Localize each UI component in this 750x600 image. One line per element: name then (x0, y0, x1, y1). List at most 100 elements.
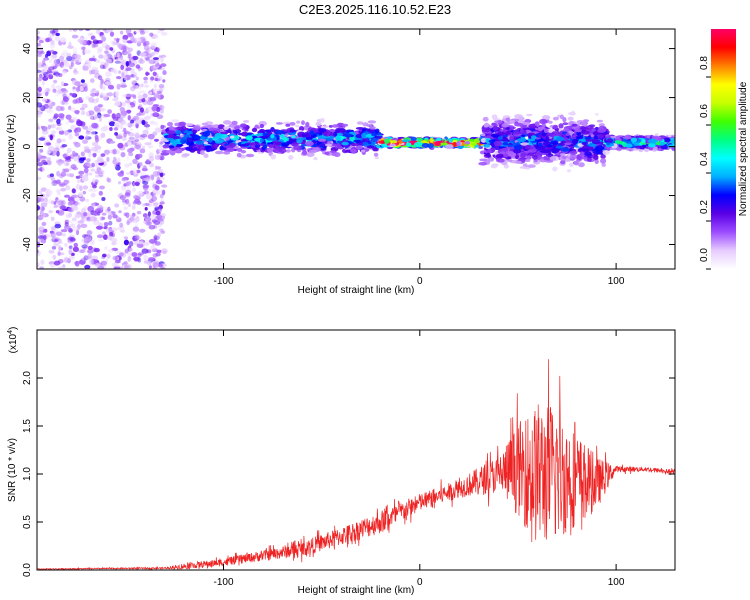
spectrogram-cell (579, 126, 588, 131)
spectrogram-cell (123, 76, 127, 81)
spectrogram-cell (91, 255, 98, 261)
spectrogram-cell (223, 125, 229, 131)
spectrogram-cell (120, 84, 127, 88)
spectrogram-cell (266, 147, 274, 153)
spectrogram-cell (162, 144, 170, 149)
spectrogram-cell (127, 122, 133, 128)
spectrogram-cell (140, 83, 144, 88)
spectrogram-cell (101, 212, 107, 216)
spectrogram-cell (120, 266, 124, 269)
spectrogram-cell (90, 78, 95, 83)
spectrogram-cell (59, 205, 67, 210)
spectrogram-cell (464, 141, 471, 145)
spectrogram-cell (77, 249, 85, 254)
spectrogram-cell (281, 137, 290, 141)
spectrogram-cell (337, 133, 344, 137)
spectrogram-cell (602, 150, 610, 155)
spectrogram-cell (40, 125, 45, 129)
spectrogram-cell (440, 142, 448, 146)
spectrogram-cell (37, 62, 43, 66)
spectrogram-cell (88, 57, 95, 62)
spectrogram-cell (105, 52, 111, 56)
spectrogram-cell (120, 64, 125, 70)
spectrogram-cell (148, 155, 155, 162)
spectrogram-cell (94, 212, 98, 216)
spectrogram-cell (574, 161, 580, 166)
spectrogram-cell (136, 241, 144, 245)
spectrogram-cell (88, 172, 93, 176)
spectrogram-cell (72, 86, 76, 90)
spectrogram-cell (560, 159, 566, 165)
spectrogram-cell (58, 245, 62, 252)
spectrogram-cell (82, 246, 87, 251)
spectrogram-cell (139, 29, 145, 33)
spectrogram-cell (670, 139, 675, 144)
spectrogram-cell (245, 153, 255, 158)
spectrogram-cell (112, 214, 118, 219)
spectrogram-cell (128, 247, 133, 252)
spectrogram-cell (95, 163, 99, 169)
spectrogram-cell (63, 53, 68, 59)
spectrogram-cell (210, 124, 219, 128)
spectrogram-cell (115, 58, 122, 62)
spectrogram-cell (64, 62, 70, 68)
spectrogram-cell (155, 179, 163, 185)
spectrogram-cell (87, 32, 93, 37)
spectrogram-cell (609, 143, 615, 147)
spectrogram-cell (37, 126, 40, 130)
spectrogram-cell (525, 158, 531, 163)
spectrogram-cell (45, 129, 50, 135)
spectrogram-cell (559, 114, 564, 120)
spectrogram-cell (146, 221, 152, 226)
spectrogram-cell (52, 65, 57, 70)
spectrogram-cell (150, 245, 156, 252)
spectrogram-cell (125, 61, 129, 67)
spectrogram-cell (545, 136, 550, 142)
spectrogram-cell (62, 264, 66, 268)
spectrogram-cell (68, 105, 72, 111)
spectrogram-cell (92, 247, 97, 252)
spectrogram-cell (356, 121, 364, 125)
spectrogram-cell (180, 139, 188, 144)
spectrogram-cell (138, 59, 145, 64)
spectrogram-cell (68, 245, 73, 250)
spectrogram-cell (133, 31, 137, 35)
spectrogram-cell (72, 70, 79, 75)
spectrogram-cell (153, 83, 158, 89)
spectrogram-cell (115, 164, 121, 171)
spectrogram-cell (115, 157, 121, 163)
spectrogram-cell (567, 116, 574, 121)
spectrogram-cell (114, 266, 121, 269)
spectrogram-cell (74, 260, 80, 267)
spectrogram-cell (134, 29, 142, 34)
spectrogram-cell (225, 137, 230, 141)
spectrogram-cell (318, 128, 327, 133)
spectrogram-cell (231, 120, 238, 125)
spectrogram-cell (134, 221, 138, 227)
spectrogram-cell (571, 123, 578, 127)
spectrogram-cell (57, 238, 62, 244)
spectrogram-cell (131, 80, 136, 86)
spectrogram-cell (390, 140, 398, 144)
spectrogram-cell (51, 246, 57, 250)
spectrogram-cell (109, 232, 114, 237)
spectrogram-cell (100, 260, 107, 266)
spectrogram-cell (133, 115, 139, 121)
spectrogram-cell (90, 239, 95, 246)
spectrogram-cell (55, 71, 59, 78)
spectrogram-cell (74, 127, 82, 133)
spectrogram-cell (85, 130, 91, 135)
spectrogram-cell (485, 135, 494, 139)
spectrogram-cell (113, 70, 118, 75)
spectrogram-cell (130, 214, 135, 219)
spectrogram-cell (85, 198, 90, 203)
spectrogram-cell (56, 150, 60, 157)
spectrogram-cell (130, 85, 136, 92)
spectrogram-cell (509, 135, 515, 141)
spectrogram-cell (160, 124, 164, 130)
spectrogram-cell (134, 144, 141, 150)
spectrogram-cell (573, 139, 578, 144)
spectrogram-cell (555, 136, 565, 142)
spectrogram-cell (122, 46, 130, 50)
